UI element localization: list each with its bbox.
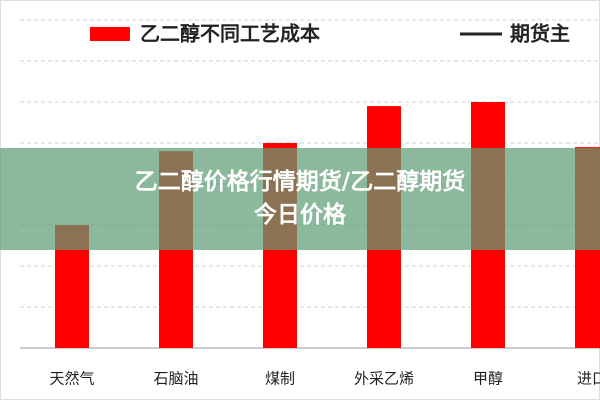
banner-line: 今日价格 [254,202,346,228]
x-tick-label: 甲醇 [473,370,503,388]
banner: 乙二醇价格行情期货/乙二醇期货 今日价格 [0,148,600,250]
x-tick-label: 煤制 [265,370,295,388]
x-tick-label: 天然气 [49,370,94,388]
x-tick-label: 石脑油 [153,370,198,388]
banner-line: 乙二醇价格行情期货/乙二醇期货 [134,169,466,195]
legend-label: 期货主 [510,22,570,46]
legend-label: 乙二醇不同工艺成本 [140,22,320,46]
x-tick-label: 外采乙烯 [354,370,414,388]
legend-swatch [90,27,130,41]
x-tick-label: 进口 [577,370,600,388]
